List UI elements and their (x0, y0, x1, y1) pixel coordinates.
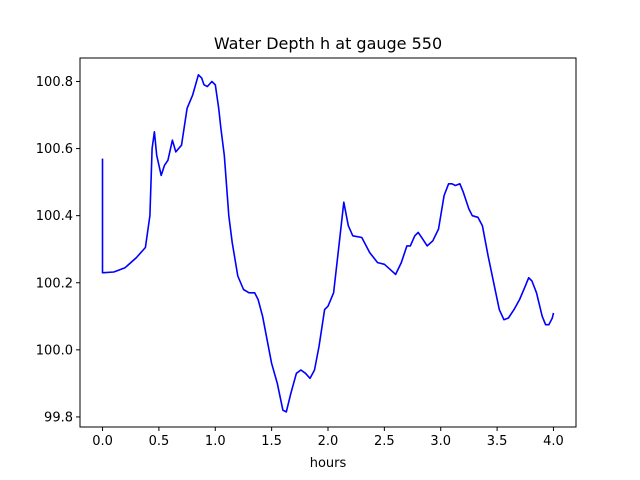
y-tick-label: 99.8 (44, 410, 73, 425)
y-tick-label: 100.8 (36, 75, 73, 90)
x-tick-label: 1.0 (205, 434, 226, 449)
y-tick-label: 100.4 (36, 209, 73, 224)
x-axis: 0.0 0.5 1.0 1.5 2.0 2.5 3.0 3.5 4.0 (92, 427, 564, 449)
x-tick-label: 2.0 (318, 434, 339, 449)
series-line-water-depth (101, 74, 555, 413)
x-tick-label: 1.5 (261, 434, 282, 449)
y-tick-label: 100.6 (36, 142, 73, 157)
x-tick-label: 0.0 (92, 434, 113, 449)
x-tick-label: 0.5 (149, 434, 170, 449)
chart-title: Water Depth h at gauge 550 (214, 34, 442, 53)
y-axis: 99.8 100.0 100.2 100.4 100.6 100.8 (36, 75, 80, 425)
x-tick-label: 2.5 (374, 434, 395, 449)
x-tick-label: 3.5 (487, 434, 508, 449)
y-tick-label: 100.0 (36, 343, 73, 358)
x-tick-label: 3.0 (430, 434, 451, 449)
y-tick-label: 100.2 (36, 276, 73, 291)
plot-area-frame (79, 57, 577, 428)
x-tick-label: 4.0 (543, 434, 564, 449)
x-axis-label: hours (310, 456, 347, 471)
